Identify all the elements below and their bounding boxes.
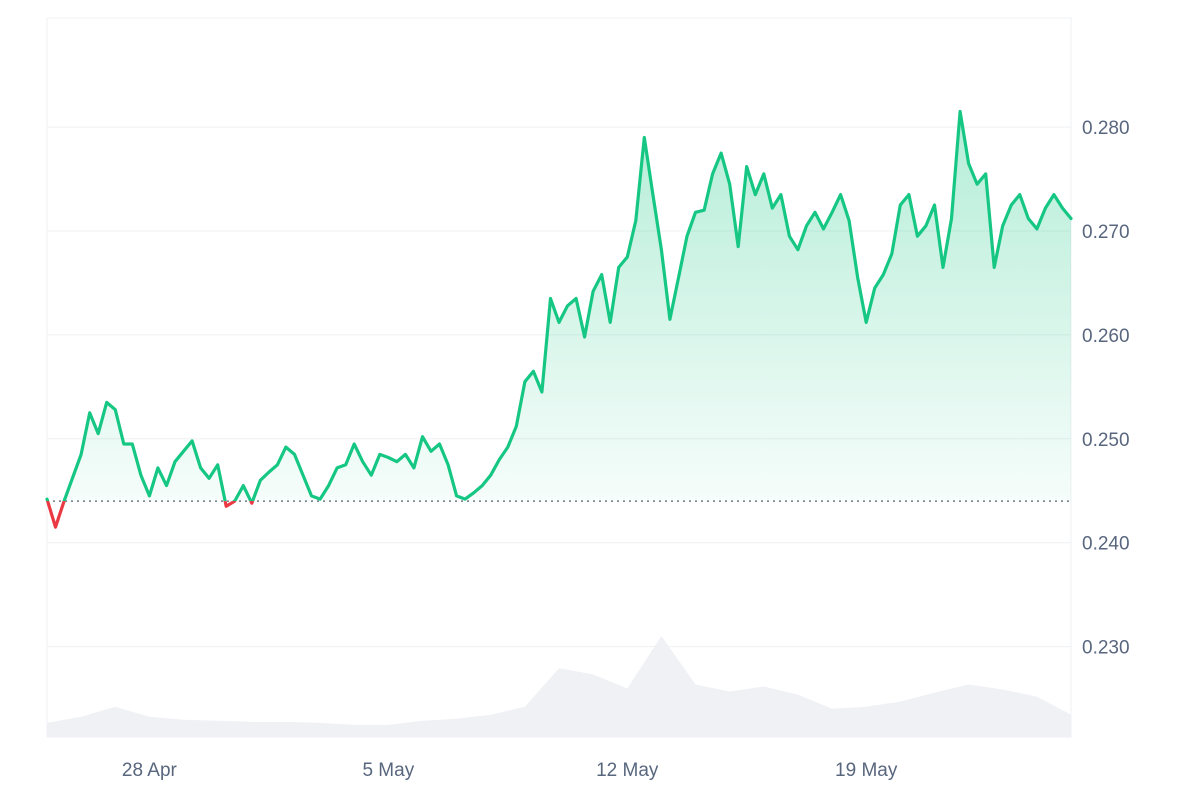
price-series (45, 109, 1073, 529)
price-line-above-baseline (45, 109, 1073, 502)
x-tick-label: 12 May (596, 760, 659, 781)
x-tick-label: 19 May (835, 760, 898, 781)
y-tick-label: 0.270 (1082, 222, 1130, 243)
x-axis: 28 Apr 5 May 12 May 19 May (122, 760, 898, 781)
y-tick-label: 0.250 (1082, 430, 1130, 451)
y-tick-label: 0.280 (1082, 118, 1130, 139)
volume-series (47, 636, 1071, 737)
y-axis: 0.230 0.240 0.250 0.260 0.270 0.280 (1082, 118, 1130, 659)
price-area (47, 111, 1071, 502)
y-tick-label: 0.260 (1082, 326, 1130, 347)
y-tick-label: 0.240 (1082, 534, 1130, 555)
x-tick-label: 5 May (362, 760, 414, 781)
price-area-fill (47, 111, 1071, 502)
volume-area (47, 636, 1071, 737)
y-tick-label: 0.230 (1082, 638, 1130, 659)
x-tick-label: 28 Apr (122, 760, 178, 781)
